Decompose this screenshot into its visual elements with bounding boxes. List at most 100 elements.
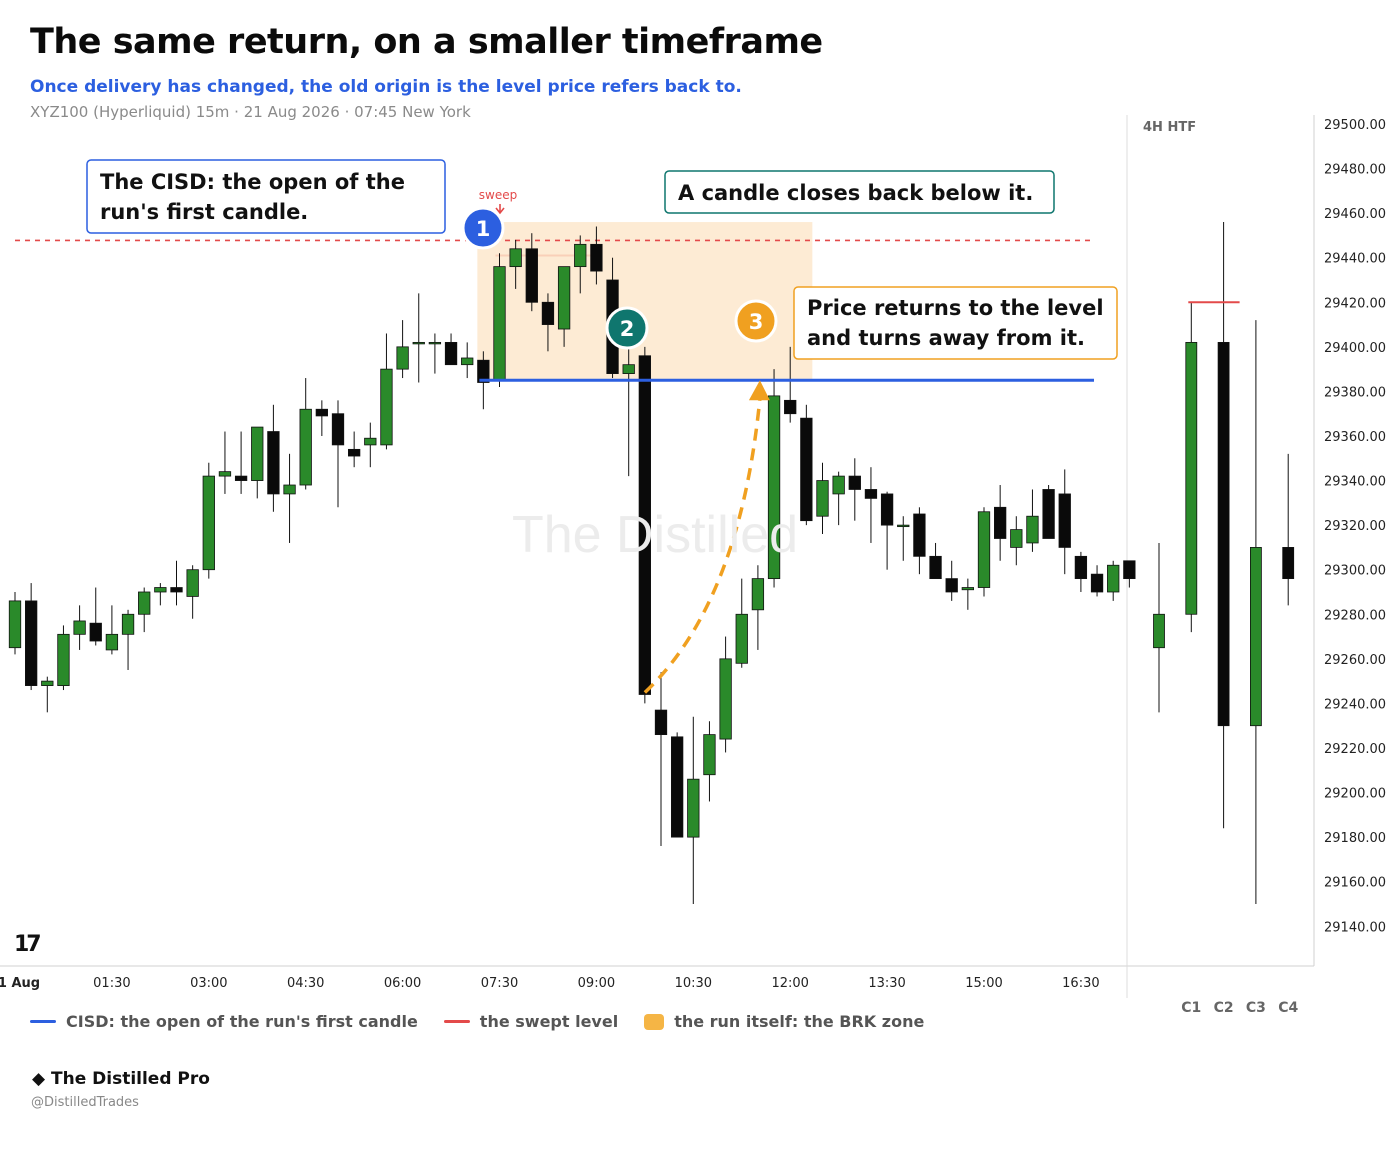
sweep-label: sweep [479,188,517,202]
candle-body [913,513,926,557]
price-tick-label: 29360.00 [1324,430,1386,445]
price-tick-label: 29180.00 [1324,831,1386,846]
candle [848,458,861,521]
candle-body [105,633,119,651]
candle-body [89,622,102,642]
candle [638,346,651,704]
candle-body [331,413,345,446]
htf-candle-body [1282,547,1295,580]
candle [913,507,926,575]
candle [8,591,22,655]
time-tick-label: 04:30 [287,976,324,991]
return-arrowhead [748,380,770,401]
candle [994,485,1007,561]
candle-body [945,578,958,593]
candle-body [751,578,765,611]
legend-label-cisd: CISD: the open of the run's first candle [66,1012,418,1031]
candle-body [138,591,151,615]
candle-body [622,364,635,374]
candle-body [347,448,361,457]
candle [73,605,86,650]
candle-body [864,489,878,499]
marker-2-label: 2 [620,317,635,341]
candle [347,431,361,468]
candle-body [832,475,845,495]
marker-2: 2 [605,306,649,350]
candle [380,333,393,450]
candle [622,342,635,477]
candle-body [8,600,22,649]
candle-body [929,555,942,580]
price-tick-label: 29460.00 [1324,207,1386,222]
candle-body [412,341,425,345]
candle [1123,560,1136,588]
htf-candle-body [1217,341,1230,727]
candle-body [396,346,409,370]
candle [364,422,377,468]
candle-body [73,620,86,635]
candle-body [590,243,603,272]
candle-body [202,475,215,571]
chart-legend: CISD: the open of the run's first candle… [30,1012,924,1031]
price-tick-label: 29400.00 [1324,341,1386,356]
return-annotation: Price returns to the level and turns awa… [793,286,1118,360]
marker-3: 3 [734,299,778,343]
candle [493,253,506,387]
cisd-annotation: The CISD: the open of the run's first ca… [86,159,446,234]
candle [315,400,329,436]
time-tick-label: 10:30 [675,976,712,991]
time-tick-label: 03:00 [190,976,227,991]
candle [283,453,296,543]
candle-body [267,431,280,495]
htf-candle-body [1250,547,1262,727]
candle-body [1010,529,1023,548]
marker-3-label: 3 [749,310,764,334]
candle [687,716,700,904]
candle-body [897,524,910,528]
candle [784,346,797,423]
chart-meta: XYZ100 (Hyperliquid) 15m · 21 Aug 2026 ·… [30,103,471,121]
candle-body [218,471,232,477]
candle [444,333,458,366]
candle-body [1026,515,1039,544]
price-tick-label: 29140.00 [1324,920,1386,935]
time-tick-label: 16:30 [1062,976,1099,991]
candle-body [24,600,38,686]
candle [299,378,312,490]
legend-label-swept: the swept level [479,1012,619,1031]
candle-body [994,506,1007,539]
htf-panel: 4H HTF C1 C2 C3 C4 [1143,120,1298,1016]
candle [1010,516,1023,566]
candle-body [41,680,54,686]
price-tick-label: 29300.00 [1324,564,1386,579]
cisd-annotation-line2: run's first candle. [100,200,308,224]
candle [832,471,845,526]
time-tick-label: 01:30 [93,976,130,991]
htf-candle [1282,453,1295,606]
candle-body [364,437,377,446]
candle [1058,469,1071,575]
candle-body [428,341,442,345]
htf-candle [1250,320,1262,904]
marker-1-label: 1 [476,217,491,241]
legend-swatch-cisd [30,1020,56,1023]
candle-body [251,426,264,481]
candle [1026,489,1039,552]
candle [412,293,425,383]
time-tick-label: 1 Aug [0,976,40,991]
return-annotation-line1: Price returns to the level [807,296,1104,320]
price-tick-label: 29240.00 [1324,697,1386,712]
candle-body [961,587,974,591]
candle-body [671,736,684,838]
candle [1042,485,1055,539]
legend-item-swept: the swept level [443,1012,619,1031]
candle-body [719,658,732,740]
candle-body [557,266,571,330]
time-tick-label: 06:00 [384,976,421,991]
candle-body [735,613,748,664]
candle [428,333,442,374]
candle [800,404,813,526]
candle [751,565,765,650]
candle-body [477,359,490,383]
candle-body [380,368,393,446]
